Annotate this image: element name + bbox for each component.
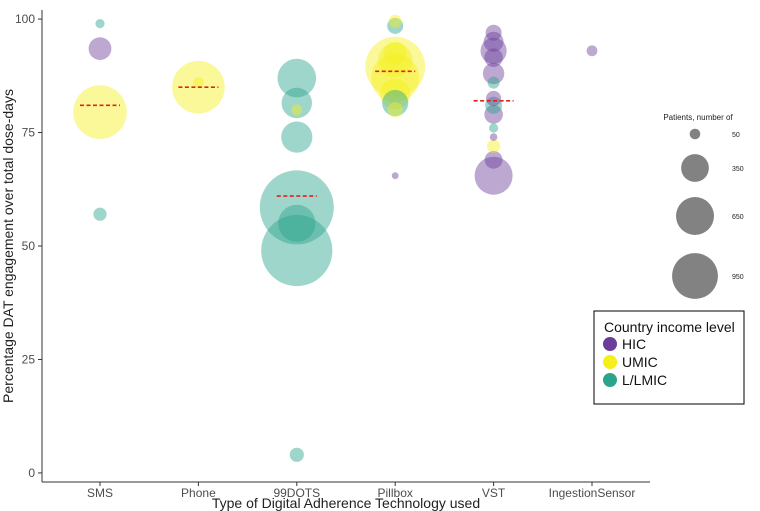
size-legend-bubble-50 [689,128,701,140]
bubble-vst-24 [485,24,502,41]
color-legend-box [593,310,745,405]
bubble-99dots-12 [261,214,333,287]
bubble-sms-3 [93,207,107,221]
bubble-vst-28 [482,62,505,85]
y-tick-label-25: 25 [22,352,36,366]
x-tick-label-99dots: 99DOTS [273,486,320,500]
bubble-vst-33 [489,123,499,133]
y-tick-label-50: 50 [22,239,36,253]
bubble-pillbox-21 [382,89,409,117]
bubble-pillbox-15 [387,17,404,34]
ticks: 0 25 50 75 100 SMS Phone 99DOTS Pillbox VST Ingest… [15,12,635,500]
color-legend-title: Country income level [604,319,735,335]
bubbles-layer [73,14,598,462]
color-legend-swatch-2 [603,373,617,387]
color-legend-swatch-0 [603,337,617,351]
color-legend-label-2: L/LMIC [622,372,667,388]
bubble-99dots-10 [259,170,334,245]
bubble-99dots-13 [289,447,304,462]
bubble-99dots-7 [281,87,312,119]
x-tick-label-sms: SMS [87,486,113,500]
bubble-pillbox-17 [378,42,413,77]
bubble-99dots-11 [278,204,316,242]
x-tick-label-ingestionsensor: IngestionSensor [549,486,636,500]
y-tick-label-100: 100 [15,12,35,26]
y-tick-label-0: 0 [28,466,35,480]
axes [41,10,650,483]
bubble-pillbox-22 [387,102,403,118]
bubble-phone-5 [193,77,204,88]
median-lines-layer [80,70,514,197]
size-legend-label-50: 50 [732,132,740,139]
bubble-pillbox-14 [388,14,402,28]
size-legend-bubble-950 [672,253,718,299]
bubble-99dots-9 [281,121,313,153]
bubble-vst-35 [487,139,501,153]
bubble-99dots-8 [291,104,303,116]
bubble-vst-30 [486,90,502,107]
bubble-vst-27 [484,48,503,67]
size-legend-bubble-650 [676,197,714,235]
bubble-pillbox-19 [371,54,420,103]
bubble-sms-2 [73,85,127,139]
bubble-pillbox-18 [365,36,426,97]
color-legend-label-1: UMIC [622,354,658,370]
bubble-99dots-6 [277,58,317,98]
bubble-vst-37 [474,156,513,195]
bubble-sms-1 [88,37,112,60]
size-legend-label-650: 650 [732,214,744,221]
bubble-sms-0 [95,19,105,29]
x-tick-label-vst: VST [482,486,506,500]
size-legend-title: Patients, number of [663,113,733,122]
x-tick-label-pillbox: Pillbox [378,486,413,500]
bubble-ingestionsensor-38 [586,45,598,57]
color-legend-swatch-1 [603,355,617,369]
bubble-vst-36 [484,150,503,169]
color-legend-label-0: HIC [622,336,646,352]
bubble-pillbox-20 [380,78,411,110]
size-legend-label-350: 350 [732,166,744,173]
y-tick-label-75: 75 [22,126,36,140]
size-legend: Patients, number of 50 350 650 950 [663,113,744,299]
bubble-vst-25 [483,31,504,52]
y-axis-title: Percentage DAT engagement over total dos… [0,89,16,403]
bubble-vst-29 [487,76,500,89]
bubble-pillbox-23 [391,172,399,180]
size-legend-bubble-350 [681,154,709,182]
color-legend: Country income level HIC UMIC L/LMIC [593,310,745,405]
bubble-vst-32 [484,105,503,124]
x-tick-label-phone: Phone [181,486,216,500]
x-axis-title: Type of Digital Adherence Technology use… [212,495,480,511]
bubble-vst-26 [480,37,507,64]
size-legend-label-950: 950 [732,274,744,281]
bubble-vst-34 [489,133,498,141]
bubble-pillbox-16 [383,41,407,65]
